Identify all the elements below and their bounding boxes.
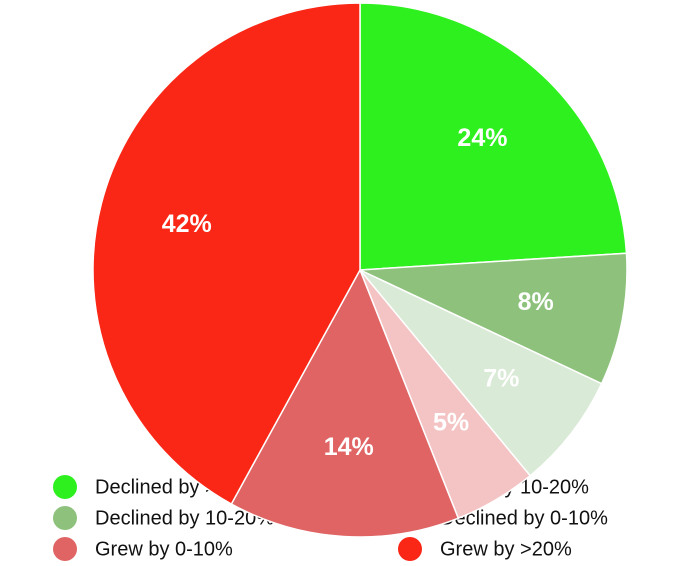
- slice-label: 42%: [162, 210, 212, 238]
- legend-swatch: [53, 537, 77, 561]
- pie-slice: [230, 268, 460, 538]
- legend-swatch: [398, 537, 422, 561]
- pie-slice: [359, 2, 628, 271]
- legend-label: Declined by 10-20%: [95, 507, 274, 529]
- pie-slice: [92, 2, 361, 505]
- slice-label: 24%: [457, 124, 507, 152]
- legend-swatch: [53, 475, 77, 499]
- slice-label: 8%: [518, 288, 554, 316]
- slice-label: 5%: [433, 409, 469, 437]
- legend-label: Grew by 0-10%: [95, 538, 233, 560]
- legend-label: Declined by 0-10%: [440, 507, 608, 529]
- slice-label: 7%: [483, 364, 519, 392]
- slice-label: 14%: [324, 433, 374, 461]
- legend-swatch: [53, 506, 77, 530]
- pie-slice: [359, 252, 628, 385]
- legend-label: Grew by >20%: [440, 538, 572, 560]
- pie-slice: [359, 269, 603, 477]
